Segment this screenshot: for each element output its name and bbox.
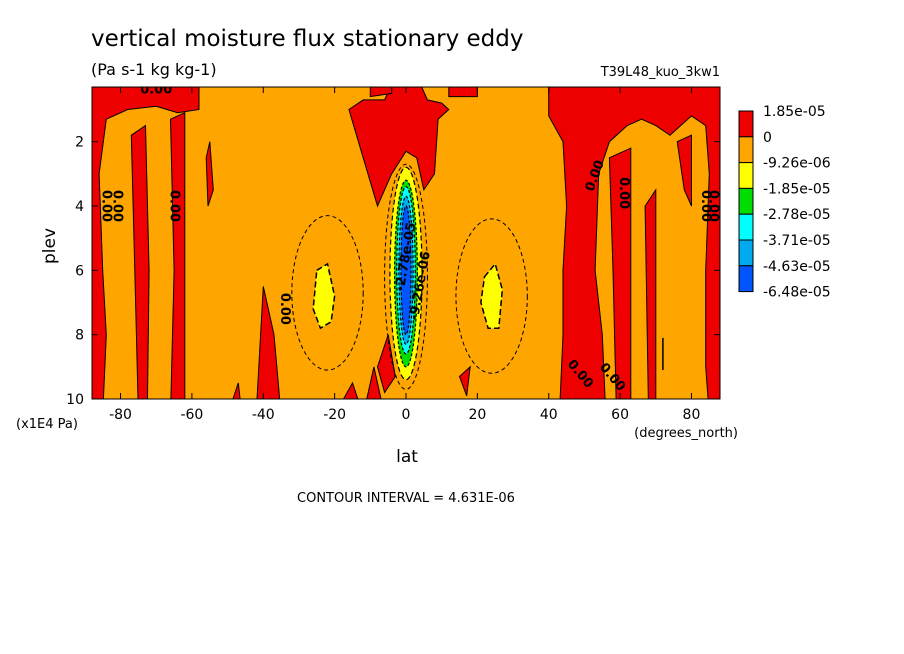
core-outer-contour [384,163,428,390]
contour-label-8: 0.00 [698,190,713,222]
positive-region-1 [130,124,150,399]
positive-region-6 [342,381,359,399]
x-tick-label-5: 20 [468,407,486,423]
contour-interval: CONTOUR INTERVAL = 4.631E-06 [297,491,515,506]
positive-region-3 [205,141,214,207]
plot-area: 0.00 0.000.000.00 0.000.000.00 0.00 0.000.00… [91,82,721,400]
legend-label-7: -6.48e-05 [763,285,831,301]
x-axis-ticks: -80 -60 -40 -20 0 20 40 60 80 [109,87,700,423]
legend-swatch-1 [738,136,754,164]
weak-negative-region-1 [480,262,504,329]
x-tick-label-8: 80 [683,407,701,423]
contour-fields: 0.00 0.000.000.00 0.000.000.00 0.00 0.000.00… [92,82,720,399]
x-axis-units: (degrees_north) [634,426,738,441]
legend-label-3: -1.85e-05 [763,181,831,197]
contour-label-4: 0.00 [167,190,182,222]
color-legend: 1.85e-05 0 -9.26e-06 -1.85e-05 -2.78e-05 -3.7… [738,104,831,301]
contour-label-0: 0.00 [140,82,172,97]
positive-region-11 [448,87,478,98]
positive-region-0 [92,87,200,399]
chart-units: (Pa s-1 kg kg-1) [91,60,217,79]
positive-region-8 [376,334,396,394]
x-tick-label-4: 0 [402,407,411,423]
y-tick-label-3: 8 [75,328,84,344]
legend-swatch-5 [738,239,754,267]
x-axis-label: lat [396,447,418,467]
y-tick-label-1: 4 [75,199,84,215]
legend-swatch-0 [738,110,754,138]
x-tick-label-3: -20 [323,407,346,423]
side-contour-0 [291,215,364,371]
contour-label-2: 0.00 [99,190,114,222]
y-tick-label-0: 2 [75,135,84,151]
legend-label-1: 0 [763,130,772,146]
weak-negative-region-0 [312,262,336,330]
positive-region-12 [458,365,471,396]
chart-title: vertical moisture flux stationary eddy [91,26,524,52]
y-axis-label: plev [40,228,60,264]
contour-label-3: 0.00 [109,190,124,222]
legend-label-0: 1.85e-05 [763,104,826,120]
positive-region-13 [548,87,720,399]
positive-region-16 [676,134,692,207]
core-level-4 [400,205,412,336]
contour-label-7: 0.00 [616,177,631,209]
legend-label-4: -2.78e-05 [763,207,831,223]
y-axis-units: (x1E4 Pa) [16,417,78,432]
positive-region-10 [369,87,393,98]
x-tick-label-7: 60 [611,407,629,423]
contour-label-5: 0.00 [277,293,292,325]
legend-swatch-6 [738,265,754,293]
positive-region-2 [169,111,186,399]
x-tick-label-2: -40 [252,407,275,423]
legend-label-5: -3.71e-05 [763,233,831,249]
y-tick-label-4: 10 [66,392,84,408]
legend-swatch-3 [738,187,754,215]
positive-region-14 [608,147,632,399]
x-tick-label-6: 40 [540,407,558,423]
legend-swatch-4 [738,213,754,241]
y-axis-ticks: 2 4 6 8 10 [66,135,720,408]
legend-label-6: -4.63e-05 [763,259,831,275]
positive-region-4 [256,286,281,399]
positive-region-5 [232,382,241,399]
legend-swatch-2 [738,162,754,189]
positive-region-15 [644,188,657,399]
x-tick-label-1: -60 [180,407,203,423]
side-contour-1 [455,218,528,374]
legend-label-2: -9.26e-06 [763,156,831,172]
positive-region-7 [366,366,382,399]
y-tick-label-2: 6 [75,263,84,279]
x-tick-label-0: -80 [109,407,132,423]
run-label: T39L48_kuo_3kw1 [600,65,720,80]
contour-label-9: 0.00 [705,190,720,222]
